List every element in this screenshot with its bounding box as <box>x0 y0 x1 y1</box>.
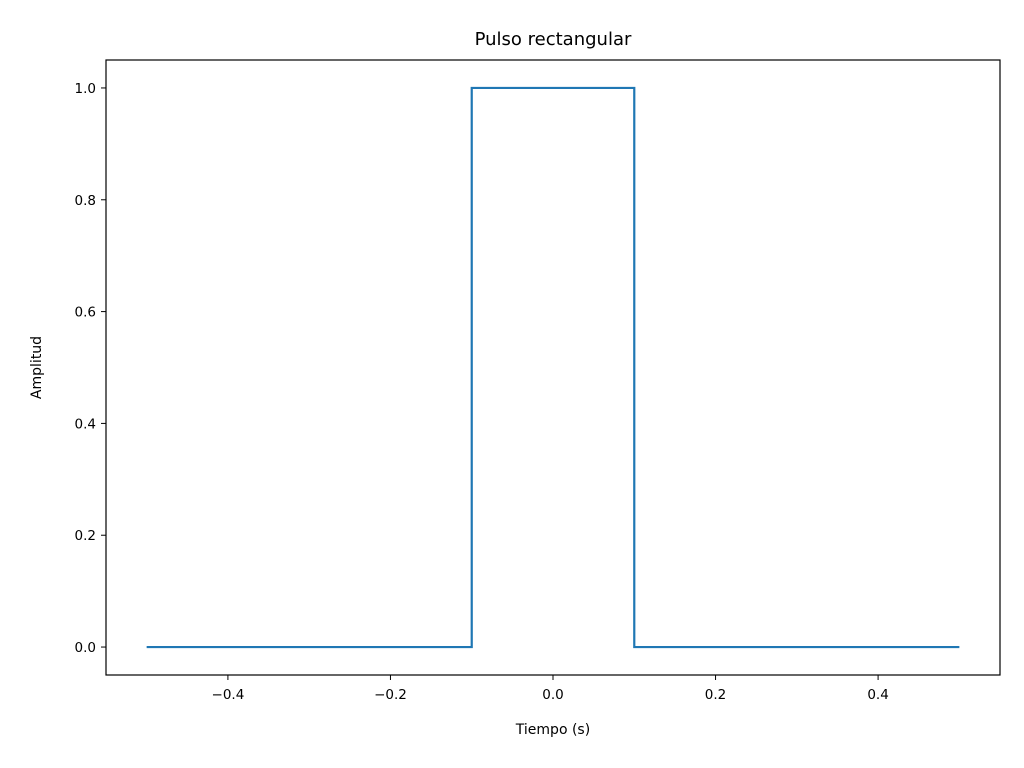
x-tick-label: −0.4 <box>212 687 245 703</box>
y-tick-label: 0.2 <box>75 528 96 544</box>
x-tick-label: −0.2 <box>374 687 407 703</box>
y-tick-label: 0.0 <box>75 640 96 656</box>
x-tick-label: 0.0 <box>542 687 563 703</box>
x-tick-label: 0.4 <box>867 687 888 703</box>
chart-title: Pulso rectangular <box>475 29 632 50</box>
x-axis-label: Tiempo (s) <box>515 722 590 738</box>
x-tick-label: 0.2 <box>705 687 726 703</box>
series-line-0 <box>146 86 960 649</box>
y-axis-label: Amplitud <box>29 336 45 399</box>
plot-area-frame <box>105 59 1001 676</box>
y-tick-label: 1.0 <box>75 81 96 97</box>
y-tick-label: 0.8 <box>75 193 96 209</box>
y-axis-ticks: 0.0 0.2 0.4 0.6 0.8 1.0 <box>75 81 106 656</box>
x-axis-ticks: −0.4 −0.2 0.0 0.2 0.4 <box>212 675 889 703</box>
y-tick-label: 0.6 <box>75 305 96 321</box>
y-tick-label: 0.4 <box>75 416 96 432</box>
plot-layer <box>146 86 960 649</box>
